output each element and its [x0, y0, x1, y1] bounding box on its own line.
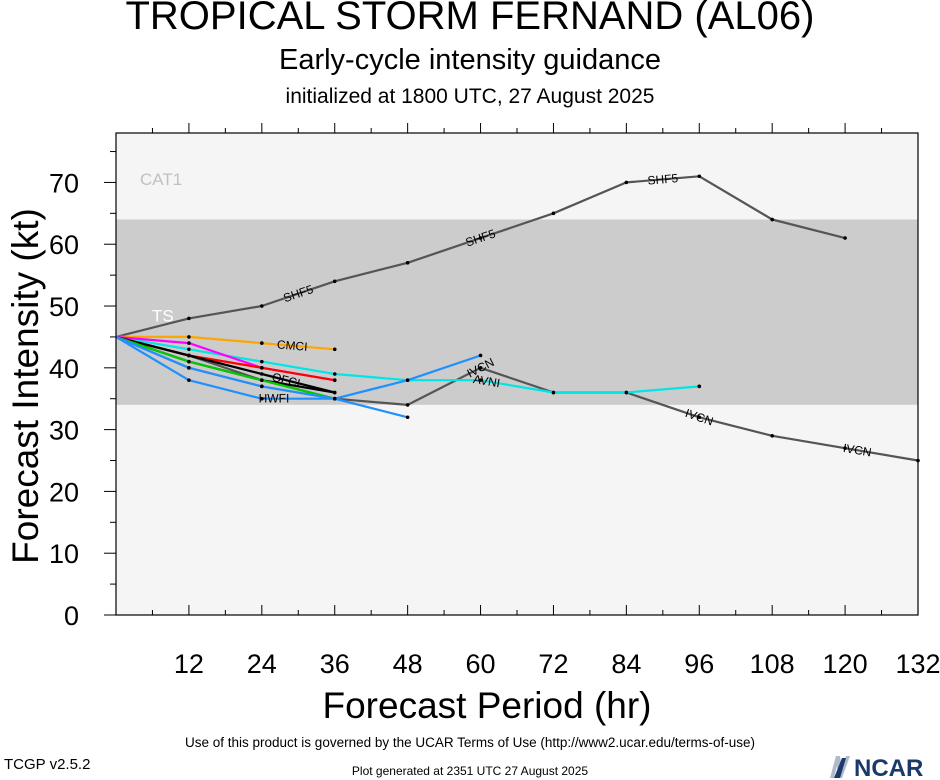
data-point [187, 359, 191, 364]
data-point [187, 347, 191, 352]
data-point [260, 396, 264, 401]
x-tick-label: 108 [750, 649, 795, 679]
data-point [478, 366, 483, 370]
y-tick-label: 70 [49, 168, 79, 198]
y-tick-label: 40 [49, 354, 79, 384]
y-tick-label: 0 [64, 601, 79, 631]
series-label-ivcn: IVCN [842, 441, 873, 460]
data-point [624, 390, 629, 395]
data-point [260, 341, 264, 345]
data-point [332, 279, 337, 284]
series-line-hwfi [115, 335, 481, 400]
init-time: initialized at 1800 UTC, 27 August 2025 [285, 85, 655, 108]
y-tick-label: 60 [49, 230, 79, 260]
data-point [405, 378, 410, 382]
data-point [843, 236, 847, 240]
data-point [405, 415, 410, 420]
chart-subtitle: Early-cycle intensity guidance [278, 44, 661, 76]
x-axis-label: Forecast Period (hr) [323, 685, 652, 726]
data-point [187, 353, 191, 358]
x-tick-label: 72 [538, 649, 568, 679]
data-point [187, 316, 191, 321]
band-cat1 [116, 133, 918, 220]
band-td [116, 404, 918, 615]
data-point [187, 366, 191, 370]
data-point [332, 347, 337, 352]
data-point [551, 211, 556, 216]
series-label-avni: AVNI [472, 372, 501, 390]
x-tick-label: 48 [393, 649, 423, 679]
data-point [332, 372, 337, 376]
data-point [332, 390, 337, 395]
generated-time: Plot generated at 2351 UTC 27 August 202… [351, 764, 589, 778]
data-point [478, 236, 483, 240]
data-point [405, 403, 410, 407]
data-point [260, 384, 264, 389]
data-point [332, 378, 337, 382]
series-line-model-9 [115, 335, 335, 400]
x-tick-label: 60 [466, 649, 496, 679]
ncar-logo: NCAR [830, 755, 923, 780]
data-point [843, 446, 847, 450]
data-point [332, 396, 337, 401]
data-point [770, 433, 774, 438]
y-tick-label: 30 [49, 416, 79, 446]
data-point [187, 378, 191, 382]
x-tick-label: 36 [320, 649, 350, 679]
data-point [624, 180, 629, 185]
data-point [260, 359, 264, 364]
data-point [770, 217, 774, 222]
terms-of-use: Use of this product is governed by the U… [185, 735, 755, 750]
data-point [187, 341, 191, 345]
x-tick-label: 120 [823, 649, 868, 679]
data-point [697, 174, 702, 179]
series-label-shf5: SHF5 [647, 171, 679, 188]
y-axis-label: Forecast Intensity (kt) [5, 208, 46, 564]
data-point [260, 304, 264, 308]
chart-title: TROPICAL STORM FERNAND (AL06) [125, 0, 815, 38]
data-point [551, 390, 556, 395]
data-point [697, 415, 702, 420]
logo-text: NCAR [854, 755, 923, 780]
y-tick-label: 20 [49, 477, 79, 507]
data-point [260, 372, 264, 376]
y-tick-label: 50 [49, 292, 79, 322]
data-point [478, 353, 483, 358]
band-ts [116, 219, 918, 405]
data-point [260, 366, 264, 370]
data-point [478, 378, 483, 382]
x-tick-label: 96 [684, 649, 714, 679]
x-tick-label: 132 [895, 649, 940, 679]
series-line-cmci [116, 335, 335, 351]
data-point [260, 378, 264, 382]
x-tick-label: 12 [174, 649, 204, 679]
data-point [405, 260, 410, 265]
data-point [697, 384, 702, 389]
series-label-hwfi: HWFI [259, 392, 290, 406]
series-label-ofci: OFCI [271, 370, 302, 391]
x-tick-label: 24 [247, 649, 277, 679]
series-line-ofci [115, 335, 335, 394]
band-label-cat1: CAT1 [140, 170, 182, 189]
x-tick-label: 84 [611, 649, 641, 679]
band-label-ts: TS [152, 307, 174, 326]
data-point [187, 335, 191, 339]
version-label: TCGP v2.5.2 [4, 756, 91, 773]
y-tick-label: 10 [49, 539, 79, 569]
series-label-cmci: CMCI [276, 337, 308, 354]
